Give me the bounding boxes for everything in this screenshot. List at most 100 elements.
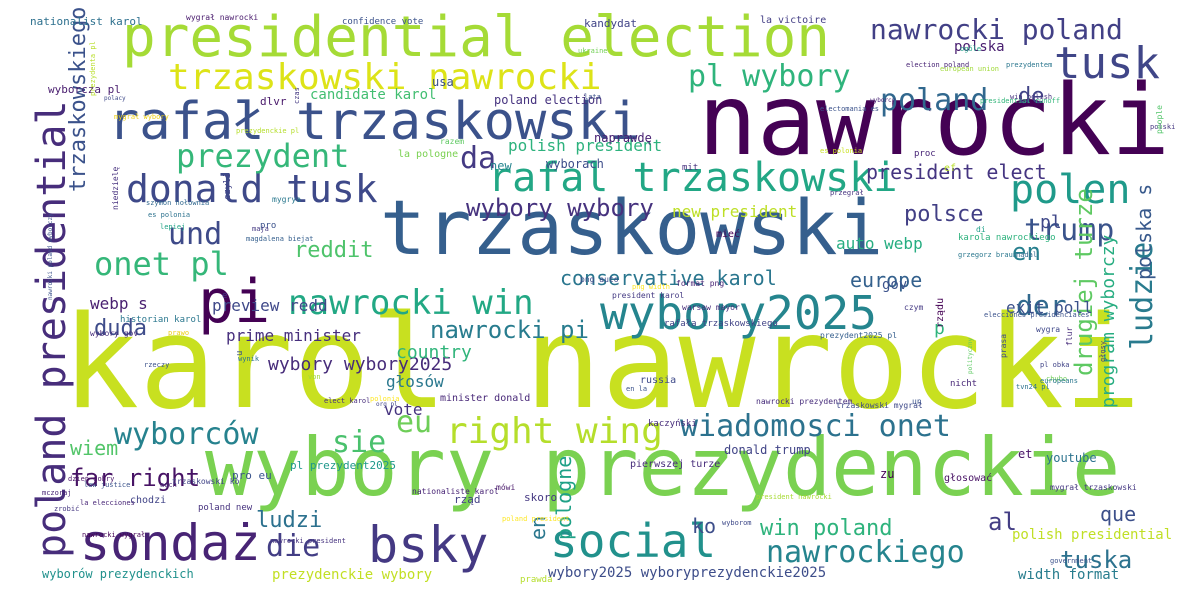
cloud-word: di (976, 225, 986, 234)
cloud-word: mygrał wybory (114, 113, 169, 121)
cloud-word: polityczny (967, 337, 974, 374)
cloud-word: ef (944, 163, 957, 174)
cloud-word: et (1018, 447, 1033, 461)
cloud-word: preview redd (212, 296, 328, 315)
cloud-word: trzaskowski (380, 183, 884, 272)
cloud-word: prawda (520, 575, 553, 585)
cloud-word: confidence vote (342, 17, 424, 27)
cloud-word: von (308, 373, 321, 381)
cloud-word: skoro (524, 491, 558, 504)
cloud-word: wyborów prezydenckich (42, 567, 194, 581)
cloud-word: chodzi (130, 495, 167, 506)
cloud-word: lepiej (160, 223, 186, 231)
cloud-word: magdalena biejat (246, 235, 314, 243)
cloud-word: png auto (580, 275, 619, 284)
cloud-word: tuska (1060, 546, 1133, 574)
cloud-word: auto webp (836, 234, 923, 253)
cloud-word: en la (626, 385, 648, 393)
cloud-word: szymon hołownia (146, 199, 210, 207)
cloud-word: width format (1018, 567, 1120, 583)
cloud-word: proc (914, 149, 936, 159)
cloud-word: drugiej turze (1070, 188, 1098, 376)
cloud-word: rządu (935, 297, 946, 328)
cloud-word: rafal trzaskowski (488, 155, 898, 201)
cloud-word: president nawrocki (756, 493, 832, 501)
cloud-word: zu (880, 467, 895, 481)
cloud-word: elecciones presidenciales (984, 311, 1090, 319)
cloud-word: wyborców (114, 417, 259, 452)
cloud-word: donald tusk (126, 167, 378, 211)
cloud-word: rafała trzaskowskiego (664, 319, 778, 329)
cloud-word: minister donald (440, 393, 531, 404)
cloud-word: trzaskowski nawrocki (168, 57, 602, 98)
cloud-word: auch (160, 481, 177, 489)
cloud-word: nawrocki president (270, 537, 346, 545)
cloud-word: nawrocki prezydentem (756, 397, 853, 406)
cloud-word: usa (432, 75, 454, 89)
cloud-word: es polonia (820, 147, 863, 155)
cloud-word: de (1018, 84, 1045, 109)
cloud-word: mczoraj (42, 489, 72, 497)
cloud-word: e (222, 291, 228, 301)
cloud-word: polacy (104, 95, 126, 102)
cloud-word: vote (384, 400, 423, 419)
cloud-word: presidential runoff (980, 97, 1061, 105)
cloud-word: wyborom (722, 519, 752, 527)
cloud-word: win polish (1010, 93, 1053, 101)
cloud-word: ludzi (256, 508, 323, 533)
cloud-word: nawrocki win (288, 283, 534, 323)
cloud-word: wiadomosci onet (680, 409, 951, 444)
cloud-word: chybo (1046, 375, 1068, 383)
cloud-word: mygrya (272, 195, 301, 204)
cloud-word: czyli (223, 172, 233, 200)
cloud-word: flur (1065, 326, 1074, 346)
cloud-word: die (266, 529, 321, 564)
cloud-word: poland new (198, 503, 253, 513)
cloud-word: polska (954, 39, 1005, 55)
cloud-word: przegrał (830, 189, 864, 197)
cloud-word: razem (440, 137, 465, 146)
cloud-word: candidate karol (310, 87, 437, 103)
cloud-word: es polonia (148, 211, 191, 219)
cloud-word: lata (584, 93, 601, 101)
cloud-word: election poland (906, 61, 970, 69)
cloud-word: wyborcza pl (48, 83, 121, 96)
cloud-word: pl (1040, 212, 1062, 233)
cloud-word: zrobić (54, 505, 80, 513)
cloud-word: new president (672, 202, 798, 221)
cloud-word: nawrocki poland (870, 13, 1123, 46)
cloud-word: nawrockiego (766, 535, 965, 570)
cloud-word: naprawdę (594, 131, 652, 145)
cloud-word: pl prezydent2025 (290, 459, 396, 472)
cloud-word: rząd (454, 493, 481, 506)
cloud-word: polish president (508, 136, 663, 155)
cloud-word: wybory wybory (466, 194, 654, 222)
cloud-word: trzaskowski ko (172, 477, 240, 486)
cloud-word: social (550, 514, 717, 568)
cloud-word: wyborcy (870, 97, 896, 104)
cloud-word: ko (692, 514, 717, 538)
cloud-word: government (1050, 557, 1093, 565)
cloud-word: pi (198, 267, 271, 337)
cloud-word: kaczyński (648, 419, 697, 429)
cloud-word: la victoire (760, 15, 827, 26)
cloud-word: president elect (866, 160, 1047, 184)
cloud-word: prezydentem (1006, 61, 1053, 69)
cloud-word: president karol (612, 291, 685, 300)
cloud-word: european union (940, 65, 1000, 73)
cloud-word: la pologne (398, 149, 459, 160)
cloud-word: wybory prezydenckie (205, 421, 1121, 514)
cloud-word: p (934, 318, 945, 339)
cloud-word: historian karol (120, 315, 202, 325)
cloud-word: al (988, 508, 1017, 536)
cloud-word: eu (396, 405, 433, 440)
cloud-word: un (912, 397, 922, 406)
cloud-word: webp s (90, 294, 148, 313)
cloud-word: prawo (168, 329, 190, 337)
cloud-word: czym (904, 303, 924, 312)
cloud-word: pl wybory (688, 59, 851, 94)
cloud-word: presidential election (122, 5, 831, 70)
cloud-word: trzaskowskiego (66, 6, 91, 192)
cloud-word: głosów (386, 372, 444, 391)
cloud-word: sie (332, 425, 387, 460)
